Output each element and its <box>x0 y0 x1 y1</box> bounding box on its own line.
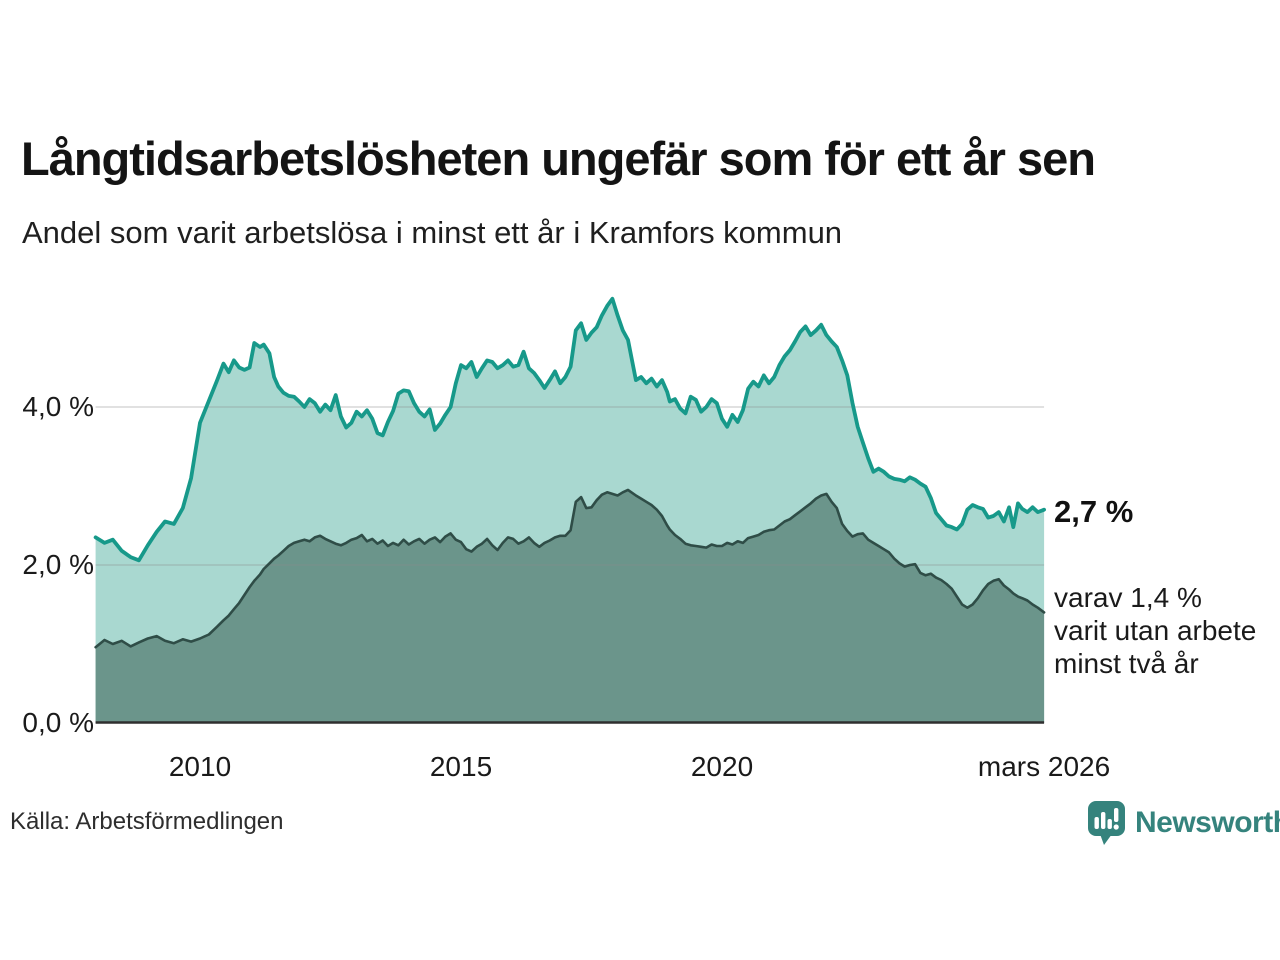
latest-value-label: 2,7 % <box>1054 494 1134 529</box>
y-tick-label: 2,0 % <box>22 549 94 580</box>
x-tick-label: mars 2026 <box>977 751 1111 782</box>
y-tick-label: 4,0 % <box>22 391 94 422</box>
newsworthy-logo: Newsworthy <box>1087 800 1280 846</box>
page-title: Långtidsarbetslösheten ungefär som för e… <box>21 132 1096 185</box>
x-tick-label: 2015 <box>429 751 493 782</box>
source-attribution: Källa: Arbetsförmedlingen <box>10 808 284 835</box>
newsworthy-wordmark: Newsworthy <box>1135 806 1280 839</box>
newsworthy-bubble-chart-icon <box>1088 801 1125 845</box>
line-minst-ett-ar <box>93 296 1046 563</box>
area-fill-minst-tva-ar <box>95 489 1045 723</box>
line-minst-tva-ar <box>94 488 1046 649</box>
y-tick-label: 0,0 % <box>22 707 94 738</box>
x-tick-label: 2020 <box>690 751 754 782</box>
secondary-value-note: varav 1,4 % varit utan arbete minst två … <box>1054 582 1257 680</box>
x-tick-label: 2010 <box>168 751 232 782</box>
page-subtitle: Andel som varit arbetslösa i minst ett å… <box>22 215 843 250</box>
